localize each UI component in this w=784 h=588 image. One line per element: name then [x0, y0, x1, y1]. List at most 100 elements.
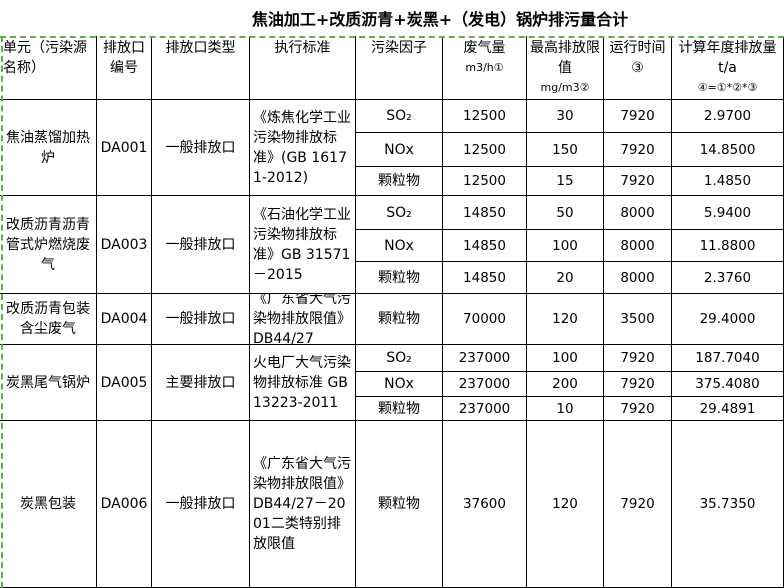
outlet-type-cell[interactable]: 一般排放口 — [152, 421, 250, 588]
hours-cell[interactable]: 7920 — [604, 100, 672, 133]
max-limit-cell[interactable]: 30 — [527, 100, 604, 133]
run-hours: 7920 — [620, 141, 655, 158]
outlet-id: DA004 — [100, 311, 148, 327]
annual-cell[interactable]: 5.9400 — [672, 196, 784, 230]
factor-cell[interactable]: 颗粒物 — [356, 421, 443, 588]
max-limit-cell[interactable]: 120 — [527, 421, 604, 588]
outlet-type-cell[interactable]: 一般排放口 — [152, 294, 250, 345]
gas-volume-cell[interactable]: 237000 — [443, 372, 527, 397]
header-unit[interactable]: 单元（污染源名称） — [0, 36, 97, 100]
hours-cell[interactable]: 7920 — [604, 421, 672, 588]
header-annual[interactable]: 计算年度排放量t/a ④=①*②*③ — [672, 36, 784, 100]
header-text-wrap: 排放口类型 — [166, 38, 236, 58]
selection-border-top — [0, 36, 784, 38]
annual-cell[interactable]: 35.7350 — [672, 421, 784, 588]
outlet-type-cell[interactable]: 一般排放口 — [152, 196, 250, 294]
annual-cell[interactable]: 11.8800 — [672, 230, 784, 262]
hours-cell[interactable]: 7920 — [604, 345, 672, 372]
max-limit-cell[interactable]: 15 — [527, 167, 604, 196]
gas-volume-cell[interactable]: 70000 — [443, 294, 527, 345]
annual-emission: 2.3760 — [703, 269, 752, 286]
header-factor[interactable]: 污染因子 — [356, 36, 443, 100]
max-limit-cell[interactable]: 10 — [527, 397, 604, 421]
annual-cell[interactable]: 14.8500 — [672, 133, 784, 167]
outlet-id-cell[interactable]: DA006 — [97, 421, 152, 588]
factor-cell[interactable]: SO₂ — [356, 345, 443, 372]
header-standard[interactable]: 执行标准 — [250, 36, 356, 100]
gas-volume-cell[interactable]: 14850 — [443, 196, 527, 230]
outlet-id-cell[interactable]: DA004 — [97, 294, 152, 345]
unit-cell[interactable]: 改质沥青沥青管式炉燃烧废气 — [0, 196, 97, 294]
header-label: 单元（污染源名称） — [3, 40, 87, 76]
max-limit-cell[interactable]: 120 — [527, 294, 604, 345]
factor-cell[interactable]: 颗粒物 — [356, 397, 443, 421]
outlet-id-cell[interactable]: DA003 — [97, 196, 152, 294]
standard-cell[interactable]: 《广东省大气污染物排放限值》DB44/27 — [250, 294, 356, 345]
header-label: 计算年度排放量t/a — [678, 40, 777, 76]
gas-volume-cell[interactable]: 12500 — [443, 167, 527, 196]
outlet-id: DA005 — [100, 374, 148, 391]
gas-volume-cell[interactable]: 37600 — [443, 421, 527, 588]
header-outlet-type[interactable]: 排放口类型 — [152, 36, 250, 100]
header-label: 最高排放限值 — [530, 40, 600, 76]
factor-cell[interactable]: NOx — [356, 372, 443, 397]
header-outlet-id[interactable]: 排放口编号 — [97, 36, 152, 100]
annual-cell[interactable]: 2.3760 — [672, 262, 784, 294]
unit-cell[interactable]: 炭黑包装 — [0, 421, 97, 588]
max-limit-cell[interactable]: 200 — [527, 372, 604, 397]
annual-cell[interactable]: 29.4891 — [672, 397, 784, 421]
annual-cell[interactable]: 29.4000 — [672, 294, 784, 345]
max-limit-cell[interactable]: 100 — [527, 230, 604, 262]
factor-cell[interactable]: SO₂ — [356, 196, 443, 230]
max-limit-cell[interactable]: 150 — [527, 133, 604, 167]
hours-cell[interactable]: 7920 — [604, 397, 672, 421]
max-limit-cell[interactable]: 20 — [527, 262, 604, 294]
factor-cell[interactable]: SO₂ — [356, 100, 443, 133]
standard-cell[interactable]: 火电厂大气污染物排放标准 GB 13223-2011 — [250, 345, 356, 421]
standard-cell[interactable]: 《广东省大气污染物排放限值》DB44/27－2001二类特别排放限值 — [250, 421, 356, 588]
gas-volume-cell[interactable]: 14850 — [443, 230, 527, 262]
gas-volume-cell[interactable]: 12500 — [443, 133, 527, 167]
outlet-type-cell[interactable]: 一般排放口 — [152, 100, 250, 196]
annual-cell[interactable]: 187.7040 — [672, 345, 784, 372]
hours-cell[interactable]: 8000 — [604, 230, 672, 262]
unit-cell[interactable]: 改质沥青包装含尘废气 — [0, 294, 97, 345]
max-limit-cell[interactable]: 50 — [527, 196, 604, 230]
pollutant-factor: SO₂ — [386, 350, 412, 366]
hours-cell[interactable]: 3500 — [604, 294, 672, 345]
standard-cell[interactable]: 《炼焦化学工业污染物排放标准》(GB 16171-2012) — [250, 100, 356, 196]
header-label: 执行标准 — [274, 40, 331, 56]
hours-cell[interactable]: 7920 — [604, 372, 672, 397]
gas-volume-cell[interactable]: 237000 — [443, 345, 527, 372]
header-hours[interactable]: 运行时间③ — [604, 36, 672, 100]
annual-cell[interactable]: 1.4850 — [672, 167, 784, 196]
hours-cell[interactable]: 8000 — [604, 262, 672, 294]
pollutant-factor: NOx — [384, 376, 414, 392]
annual-cell[interactable]: 2.9700 — [672, 100, 784, 133]
outlet-type-cell[interactable]: 主要排放口 — [152, 345, 250, 421]
standard-cell[interactable]: 《石油化学工业污染物排放标准》GB 31571－2015 — [250, 196, 356, 294]
gas-volume-cell[interactable]: 237000 — [443, 397, 527, 421]
gas-volume-cell[interactable]: 14850 — [443, 262, 527, 294]
factor-cell[interactable]: 颗粒物 — [356, 294, 443, 345]
gas-volume: 12500 — [463, 108, 506, 124]
header-gas-volume[interactable]: 废气量 m3/h① — [443, 36, 527, 100]
hours-cell[interactable]: 8000 — [604, 196, 672, 230]
factor-cell[interactable]: 颗粒物 — [356, 167, 443, 196]
factor-cell[interactable]: 颗粒物 — [356, 262, 443, 294]
max-limit-cell[interactable]: 100 — [527, 345, 604, 372]
factor-cell[interactable]: NOx — [356, 230, 443, 262]
outlet-id-cell[interactable]: DA005 — [97, 345, 152, 421]
factor-cell[interactable]: NOx — [356, 133, 443, 167]
gas-volume-cell[interactable]: 12500 — [443, 100, 527, 133]
outlet-id-cell[interactable]: DA001 — [97, 100, 152, 196]
max-limit: 200 — [552, 376, 578, 392]
annual-cell[interactable]: 375.4080 — [672, 372, 784, 397]
header-max-limit[interactable]: 最高排放限值 mg/m3② — [527, 36, 604, 100]
hours-cell[interactable]: 7920 — [604, 133, 672, 167]
standard-text: 《广东省大气污染物排放限值》DB44/27 — [253, 294, 351, 345]
unit-cell[interactable]: 焦油蒸馏加热炉 — [0, 100, 97, 196]
annual-emission: 29.4891 — [699, 400, 756, 417]
unit-cell[interactable]: 炭黑尾气锅炉 — [0, 345, 97, 421]
hours-cell[interactable]: 7920 — [604, 167, 672, 196]
